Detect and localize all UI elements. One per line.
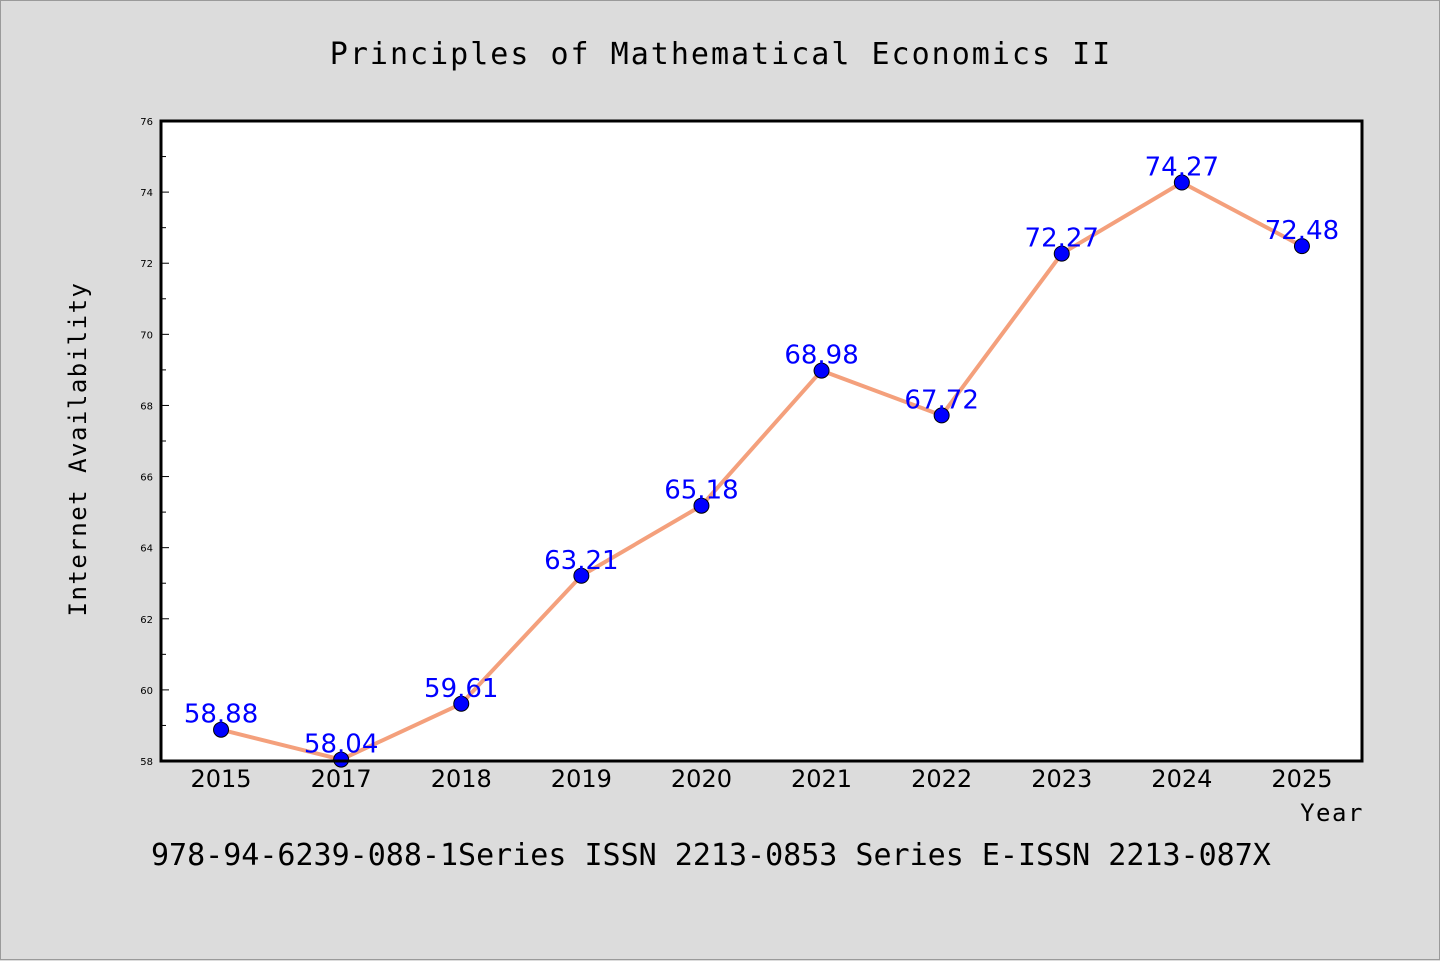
line-segment bbox=[819, 368, 944, 418]
data-label: 59.61 bbox=[424, 674, 498, 704]
y-tick-label: 62 bbox=[140, 615, 153, 626]
y-axis-title: Internet Availability bbox=[64, 282, 92, 617]
data-label: 68.98 bbox=[784, 341, 858, 371]
data-point bbox=[693, 497, 710, 514]
plot-border bbox=[159, 119, 1364, 763]
x-axis-title: Year bbox=[1300, 799, 1364, 827]
data-labels: 58.88 58.04 59.61 63.21 65.18 68.98 67.72 72.27… bbox=[184, 153, 1339, 760]
x-tick-label: 2021 bbox=[791, 765, 852, 793]
line-segment bbox=[579, 503, 704, 578]
y-tick-label: 60 bbox=[140, 686, 153, 697]
data-point bbox=[573, 567, 590, 584]
x-tick-label: 2017 bbox=[311, 765, 372, 793]
line-segment bbox=[1179, 180, 1304, 249]
y-tick-label: 66 bbox=[140, 473, 153, 484]
y-tick-label: 74 bbox=[140, 188, 153, 199]
y-tick-label: 64 bbox=[140, 544, 153, 555]
x-tick-label: 2024 bbox=[1151, 765, 1212, 793]
series-line bbox=[219, 180, 1304, 762]
data-label: 67.72 bbox=[904, 385, 978, 415]
x-axis: 2015 2017 2018 2019 2020 2021 2022 2023 2024 2025 bbox=[191, 765, 1333, 793]
line-segment bbox=[939, 251, 1064, 418]
data-label: 58.04 bbox=[304, 730, 378, 760]
line-segment bbox=[219, 727, 344, 762]
x-tick-label: 2019 bbox=[551, 765, 612, 793]
data-point bbox=[813, 362, 830, 379]
footer-text: 978-94-6239-088-1Series ISSN 2213-0853 S… bbox=[151, 838, 1271, 873]
y-tick-label: 72 bbox=[140, 259, 153, 270]
line-segment bbox=[339, 701, 464, 762]
y-tick-label: 76 bbox=[140, 117, 153, 128]
data-label: 72.48 bbox=[1265, 216, 1339, 246]
x-tick-label: 2020 bbox=[671, 765, 732, 793]
data-label: 74.27 bbox=[1145, 153, 1219, 183]
data-point bbox=[1053, 245, 1070, 262]
data-label: 72.27 bbox=[1025, 224, 1099, 254]
data-point bbox=[213, 721, 230, 738]
chart-title: Principles of Mathematical Economics II bbox=[330, 37, 1112, 72]
x-tick-label: 2023 bbox=[1031, 765, 1092, 793]
y-tick-label: 70 bbox=[140, 330, 153, 341]
data-point bbox=[933, 407, 950, 424]
x-tick-label: 2018 bbox=[431, 765, 492, 793]
data-point bbox=[453, 695, 470, 712]
x-tick-label: 2022 bbox=[911, 765, 972, 793]
data-point bbox=[1293, 238, 1310, 255]
series-markers bbox=[213, 174, 1310, 768]
line-segment bbox=[459, 573, 584, 706]
data-label: 63.21 bbox=[544, 546, 618, 576]
y-tick-label: 58 bbox=[140, 757, 153, 768]
x-tick-label: 2015 bbox=[191, 765, 252, 793]
data-label: 58.88 bbox=[184, 700, 258, 730]
data-point bbox=[1173, 174, 1190, 191]
data-label: 65.18 bbox=[664, 476, 738, 506]
x-tick-label: 2025 bbox=[1271, 765, 1332, 793]
line-segment bbox=[699, 368, 824, 508]
line-segment bbox=[1059, 180, 1184, 256]
y-tick-label: 68 bbox=[140, 401, 153, 412]
